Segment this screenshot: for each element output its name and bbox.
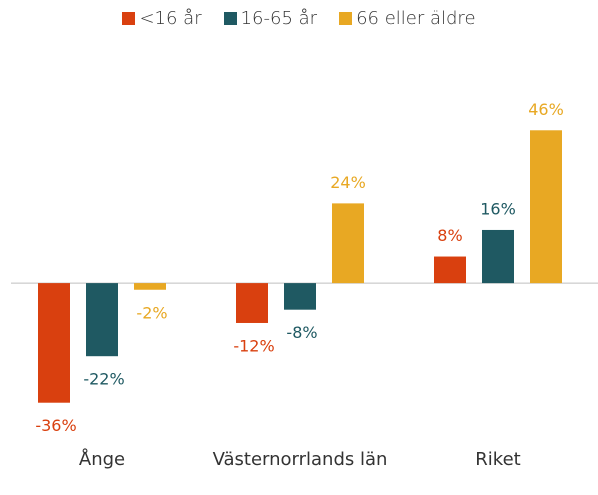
bar (332, 203, 364, 284)
data-label: -36% (35, 416, 76, 435)
bar (236, 283, 268, 323)
data-label: -2% (136, 303, 167, 322)
legend-entry: 16-65 år (223, 8, 318, 29)
legend: <16 år 16-65 år 66 eller äldre (0, 8, 598, 29)
data-label: -22% (83, 370, 124, 389)
x-tick-label: Riket (475, 449, 521, 470)
legend-swatch (223, 12, 237, 25)
bar (38, 283, 70, 403)
legend-swatch (339, 12, 353, 25)
data-label: -12% (233, 336, 274, 355)
bar (530, 130, 562, 284)
legend-label: <16 år (139, 8, 202, 29)
legend-swatch (122, 12, 136, 25)
data-label: 24% (330, 173, 366, 192)
bar (284, 283, 316, 310)
data-label: -8% (286, 323, 317, 342)
legend-label: 66 eller äldre (356, 8, 476, 29)
x-tick-label: Västernorrlands län (212, 449, 388, 470)
x-tick-label: Ånge (78, 449, 126, 470)
bar (134, 283, 166, 290)
bar (434, 256, 466, 284)
data-label: 8% (437, 226, 462, 245)
data-label: 16% (480, 199, 516, 218)
data-label: 46% (528, 100, 564, 119)
legend-label: 16-65 år (240, 8, 318, 29)
legend-entry: 66 eller äldre (339, 8, 476, 29)
legend-entry: <16 år (122, 8, 202, 29)
bar (86, 283, 118, 357)
bar (482, 229, 514, 284)
